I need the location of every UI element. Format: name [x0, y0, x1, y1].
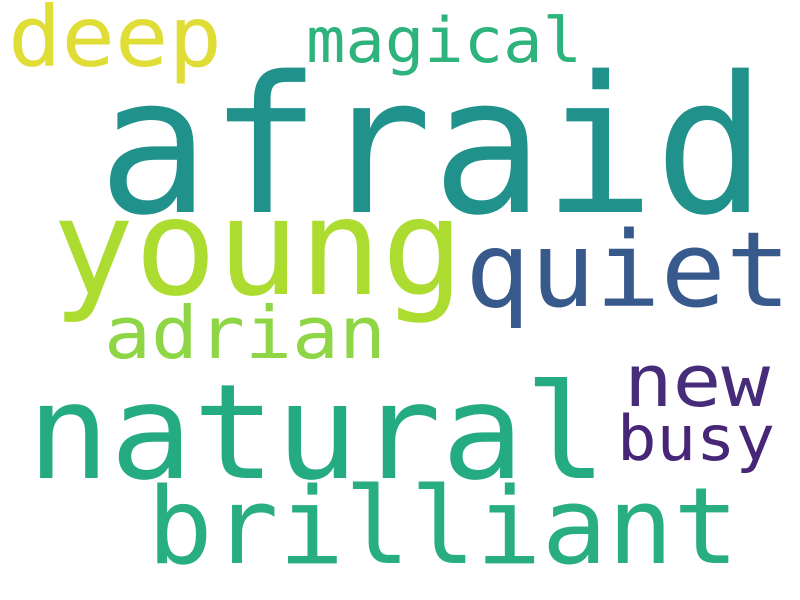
- word-busy: busy: [617, 402, 775, 475]
- word-brilliant: brilliant: [147, 465, 739, 588]
- word-quiet: quiet: [465, 209, 791, 331]
- word-afraid: afraid: [98, 36, 766, 257]
- word-deep: deep: [8, 0, 222, 86]
- word-adrian: adrian: [104, 291, 386, 375]
- word-natural: natural: [27, 356, 607, 510]
- word-magical: magical: [306, 4, 582, 77]
- word-young: young: [52, 170, 464, 326]
- word-new: new: [624, 339, 771, 423]
